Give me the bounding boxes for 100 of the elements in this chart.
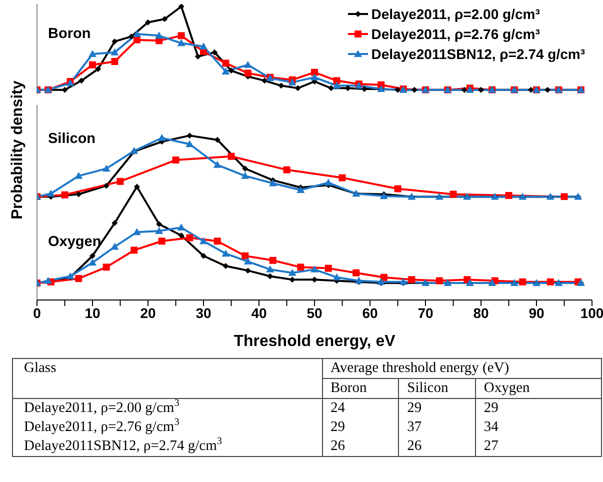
point — [241, 172, 250, 179]
point — [88, 50, 96, 57]
point — [214, 238, 221, 245]
point — [560, 193, 568, 200]
point — [222, 263, 229, 270]
point — [130, 246, 138, 254]
point — [102, 264, 110, 271]
x-axis-title: Threshold energy, eV — [234, 333, 396, 350]
point — [332, 82, 341, 89]
point — [178, 32, 185, 40]
point — [283, 166, 290, 174]
point — [90, 252, 96, 259]
point — [112, 38, 118, 44]
x-tick-label: 60 — [362, 304, 378, 321]
point — [436, 277, 443, 284]
point — [332, 273, 341, 280]
point — [178, 232, 184, 238]
point — [102, 164, 110, 172]
data-label: 29 — [475, 398, 602, 418]
point — [213, 160, 222, 168]
point — [95, 66, 102, 72]
point — [200, 252, 206, 259]
data-label: 29 — [398, 398, 476, 418]
point — [324, 178, 332, 186]
x-tick-label: 0 — [33, 304, 42, 321]
point — [75, 274, 82, 282]
point — [408, 276, 416, 284]
point — [242, 166, 248, 172]
point — [297, 264, 304, 271]
point — [222, 68, 230, 74]
x-tick-label: 70 — [418, 304, 434, 321]
point — [110, 242, 119, 250]
point — [186, 234, 194, 242]
x-tick-label: 40 — [251, 304, 267, 321]
text: Average threshold energy (eV) — [322, 358, 602, 378]
text: Boron — [322, 378, 399, 398]
point — [338, 174, 346, 182]
text: Glass — [12, 358, 322, 398]
point — [222, 60, 230, 67]
point — [177, 39, 186, 46]
point — [310, 73, 318, 80]
point — [74, 172, 83, 179]
point — [132, 30, 141, 37]
point — [194, 54, 201, 60]
x-tick-label: 100 — [580, 304, 603, 321]
point — [78, 78, 84, 84]
point — [103, 182, 110, 189]
point — [116, 178, 124, 185]
x-tick-label: 20 — [140, 304, 156, 321]
point — [267, 273, 274, 280]
y-axis-title: Probability density — [9, 80, 27, 220]
point — [312, 276, 318, 283]
point — [546, 278, 554, 286]
point — [288, 268, 296, 276]
point — [222, 250, 230, 257]
point — [200, 237, 208, 244]
point — [110, 48, 119, 56]
data-label: 37 — [398, 418, 476, 437]
category-label: Delaye2011, ρ=2.76 g/cm$^{3}$ — [23, 417, 180, 437]
point — [128, 34, 134, 40]
point — [269, 256, 276, 264]
point — [544, 86, 551, 93]
point — [394, 185, 402, 192]
legend-label: Delaye2011SBN12, ρ=2.74 g/cm³ — [371, 45, 585, 64]
data-label: 24 — [322, 398, 399, 418]
data-label: 27 — [475, 437, 602, 456]
point — [172, 156, 180, 164]
point — [244, 258, 252, 265]
point — [352, 269, 360, 276]
point — [333, 77, 340, 84]
point — [399, 278, 408, 285]
point — [61, 191, 68, 198]
point — [158, 238, 166, 245]
point — [46, 190, 55, 197]
x-tick-label: 80 — [473, 304, 489, 321]
point — [200, 42, 208, 50]
point — [133, 36, 140, 44]
point — [324, 264, 332, 272]
point — [411, 86, 418, 93]
text: Boron — [48, 26, 91, 42]
point — [228, 152, 235, 160]
point — [162, 16, 168, 22]
x-tick-label: 50 — [306, 304, 322, 321]
point — [145, 19, 151, 26]
point — [88, 258, 96, 266]
text: Silicon — [398, 378, 476, 398]
category-label: Delaye2011, ρ=2.00 g/cm$^{3}$ — [23, 398, 180, 418]
point — [111, 58, 118, 65]
point — [505, 192, 512, 199]
data-label: 29 — [322, 418, 399, 437]
point — [244, 70, 252, 77]
point — [294, 85, 301, 92]
point — [155, 32, 164, 39]
point — [158, 134, 166, 142]
chart-title: Silicon — [48, 131, 96, 147]
point — [228, 68, 234, 74]
text: Oxygen — [475, 378, 602, 398]
point — [519, 278, 526, 286]
point — [268, 179, 277, 186]
point — [244, 60, 252, 68]
